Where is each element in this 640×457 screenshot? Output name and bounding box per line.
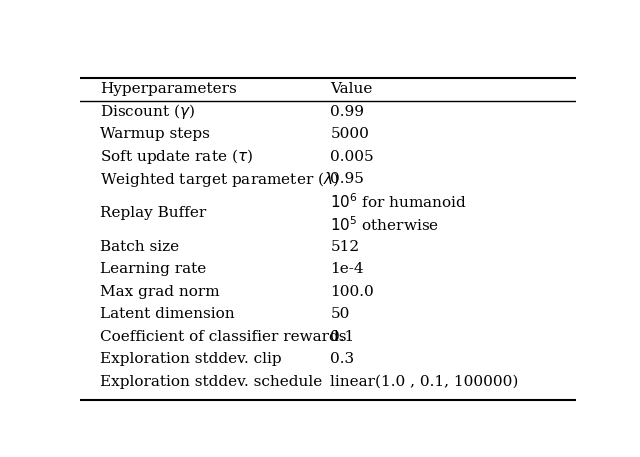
Text: Soft update rate ($\tau$): Soft update rate ($\tau$)	[100, 147, 253, 166]
Text: Coefficient of classifier rewards: Coefficient of classifier rewards	[100, 329, 346, 344]
Text: 0.3: 0.3	[330, 352, 355, 366]
Text: 1e-4: 1e-4	[330, 262, 364, 276]
Text: Warmup steps: Warmup steps	[100, 128, 210, 141]
Text: Learning rate: Learning rate	[100, 262, 206, 276]
Text: Exploration stddev. clip: Exploration stddev. clip	[100, 352, 282, 366]
Text: Exploration stddev. schedule: Exploration stddev. schedule	[100, 375, 322, 389]
Text: 0.95: 0.95	[330, 172, 364, 186]
Text: Discount ($\gamma$): Discount ($\gamma$)	[100, 102, 195, 121]
Text: Replay Buffer: Replay Buffer	[100, 206, 206, 220]
Text: Hyperparameters: Hyperparameters	[100, 82, 237, 96]
Text: $10^6$ for humanoid: $10^6$ for humanoid	[330, 192, 467, 211]
Text: 512: 512	[330, 240, 360, 254]
Text: 100.0: 100.0	[330, 285, 374, 299]
Text: Max grad norm: Max grad norm	[100, 285, 220, 299]
Text: 5000: 5000	[330, 128, 369, 141]
Text: Weighted target parameter ($\lambda$): Weighted target parameter ($\lambda$)	[100, 170, 339, 189]
Text: 50: 50	[330, 307, 350, 321]
Text: $10^5$ otherwise: $10^5$ otherwise	[330, 215, 440, 234]
Text: 0.99: 0.99	[330, 105, 365, 119]
Text: Value: Value	[330, 82, 373, 96]
Text: Batch size: Batch size	[100, 240, 179, 254]
Text: linear(1.0 , 0.1, 100000): linear(1.0 , 0.1, 100000)	[330, 375, 519, 389]
Text: 0.1: 0.1	[330, 329, 355, 344]
Text: 0.005: 0.005	[330, 150, 374, 164]
Text: Latent dimension: Latent dimension	[100, 307, 234, 321]
